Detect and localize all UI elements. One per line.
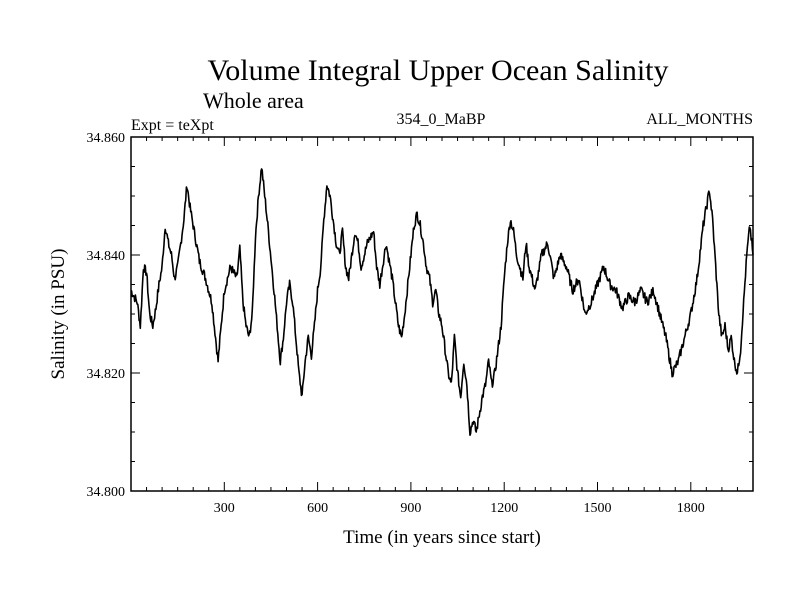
header-right: ALL_MONTHS (646, 111, 753, 128)
y-tick-label: 34.800 (87, 485, 126, 500)
x-tick-label: 1200 (490, 501, 518, 516)
y-tick-label: 34.820 (87, 367, 126, 382)
series-layer (130, 168, 754, 437)
x-tick-label: 1500 (584, 501, 612, 516)
header-left: Expt = teXpt (131, 117, 214, 134)
series-line (130, 168, 754, 437)
x-tick-label: 900 (400, 501, 421, 516)
x-axis-label: Time (in years since start) (343, 527, 541, 548)
plot-area: 300 600 900 1200 1500 1800 34.800 34.820 34.840 3… (87, 131, 754, 516)
ticks-layer: 300 600 900 1200 1500 1800 34.800 34.820 34.840 3… (87, 131, 753, 516)
x-tick-label: 600 (307, 501, 328, 516)
chart-subtitle: Whole area (203, 88, 304, 113)
x-tick-label: 1800 (677, 501, 705, 516)
y-tick-label: 34.840 (87, 249, 126, 264)
y-tick-label: 34.860 (87, 131, 126, 146)
chart-title: Volume Integral Upper Ocean Salinity (208, 54, 669, 87)
x-tick-label: 300 (214, 501, 235, 516)
y-axis-label: Salinity (in PSU) (48, 249, 69, 380)
header-center: 354_0_MaBP (397, 111, 486, 128)
